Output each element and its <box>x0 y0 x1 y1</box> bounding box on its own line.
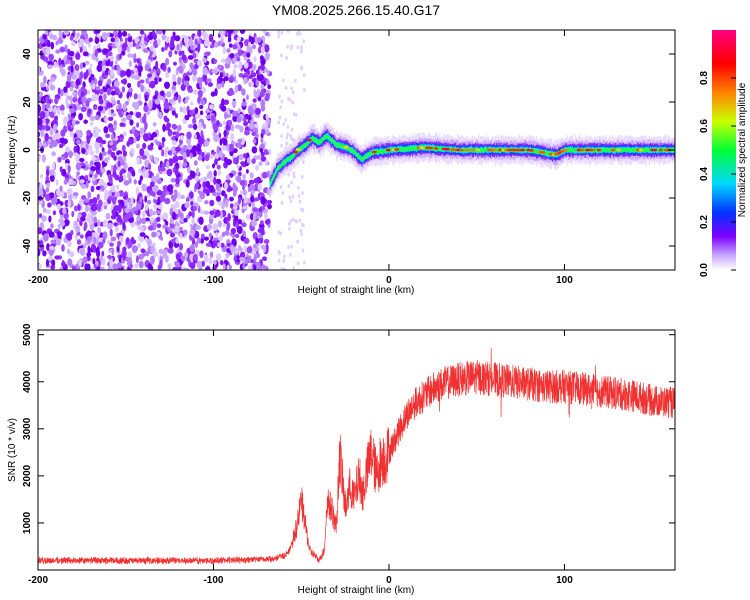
snr-x-axis-label: Height of straight line (km) <box>298 585 415 596</box>
spectrogram-y-tick-label: 0 <box>22 147 33 153</box>
signal-peaks <box>293 138 672 156</box>
snr-frame <box>37 329 676 571</box>
spectrogram-x-tick-label: -200 <box>28 275 48 286</box>
snr-background <box>38 330 675 570</box>
snr-y-tick-label: 5000 <box>22 323 33 346</box>
snr-y-tick-label: 1000 <box>22 511 33 534</box>
colorbar-tick-label: 0.2 <box>699 215 710 229</box>
figure-title: YM08.2025.266.15.40.G17 <box>272 2 440 18</box>
colorbar-tick-label: 0.8 <box>699 71 710 85</box>
spectrogram-x-tick-label: -100 <box>203 275 223 286</box>
snr-axes: -200 -100 0 100 1000 2000 3000 4000 5000 <box>22 323 675 586</box>
colorbar-scale <box>712 30 736 270</box>
colorbar-tick-label: 0.6 <box>699 119 710 133</box>
colorbar: 0.0 0.2 0.4 0.6 0.8 Normalized spectral ampl… <box>699 30 748 277</box>
spectrogram-x-axis-label: Height of straight line (km) <box>298 285 415 296</box>
snr-y-tick-label: 3000 <box>22 417 33 440</box>
signal-track <box>269 122 675 198</box>
colorbar-tick-label: 0.0 <box>699 263 710 277</box>
colorbar-tick-label: 0.4 <box>699 167 710 181</box>
snr-panel: -200 -100 0 100 1000 2000 3000 4000 5000 Height … <box>7 323 676 596</box>
spectrogram-y-axis-label: Frequency (Hz) <box>7 116 18 185</box>
snr-x-tick-label: 0 <box>386 575 392 586</box>
spectrogram-marks <box>38 30 675 270</box>
spectrogram-y-tick-label: -20 <box>22 190 33 205</box>
noise-speckle <box>38 30 306 270</box>
snr-x-tick-label: -200 <box>28 575 48 586</box>
spectrogram-y-tick-label: -40 <box>22 238 33 253</box>
colorbar-label: Normalized spectral amplitude <box>737 82 748 217</box>
colorbar-ticks: 0.0 0.2 0.4 0.6 0.8 <box>699 71 736 277</box>
spectrogram-y-tick-label: 40 <box>22 48 33 60</box>
snr-y-tick-label: 2000 <box>22 464 33 487</box>
spectrogram-y-tick-label: 20 <box>22 96 33 108</box>
snr-y-axis-label: SNR (10 * v/v) <box>7 418 18 482</box>
snr-x-tick-label: -100 <box>203 575 223 586</box>
spectrogram-x-tick-label: 0 <box>386 275 392 286</box>
spectrogram-x-tick-label: 100 <box>556 275 573 286</box>
snr-series-line <box>38 348 675 565</box>
snr-x-tick-label: 100 <box>556 575 573 586</box>
snr-y-tick-label: 4000 <box>22 370 33 393</box>
